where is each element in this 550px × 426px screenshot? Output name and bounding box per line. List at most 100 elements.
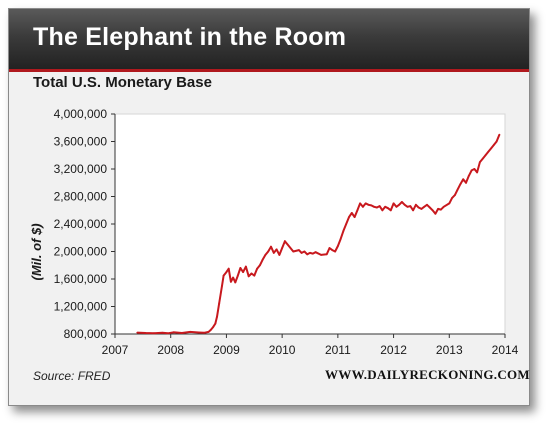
y-tick-label: 3,600,000 (54, 135, 108, 149)
series-data-point (364, 202, 367, 205)
series-data-point (214, 322, 217, 325)
series-data-point (412, 209, 414, 212)
series-data-point (420, 208, 423, 210)
series-data-point (359, 202, 361, 205)
monetary-base-series-points (136, 133, 501, 335)
series-data-point (459, 183, 462, 186)
y-axis-label: (Mil. of $) (29, 223, 44, 280)
series-data-point (389, 209, 392, 212)
series-data-point (181, 332, 183, 334)
series-data-point (406, 205, 409, 208)
series-data-point (227, 267, 230, 270)
series-data-point (298, 249, 300, 252)
series-data-point (479, 161, 481, 164)
series-data-point (218, 302, 221, 304)
series-data-point (284, 240, 286, 243)
series-data-point (221, 285, 223, 287)
series-data-point (314, 251, 317, 254)
series-data-point (356, 209, 359, 212)
series-data-point (144, 332, 147, 334)
series-data-point (209, 329, 212, 331)
series-data-point (417, 206, 420, 209)
series-data-point (136, 331, 139, 334)
source-note: Source: FRED (33, 369, 111, 383)
series-data-point (490, 147, 492, 150)
series-data-point (342, 230, 345, 232)
series-data-point (203, 331, 206, 334)
series-data-point (234, 281, 237, 284)
series-data-point (306, 253, 309, 256)
series-data-point (247, 275, 250, 278)
series-data-point (161, 331, 164, 334)
y-axis-ticks: 800,000 1,200,000 1,600,000 2,000,000 2,400,… (54, 107, 115, 341)
series-data-point (415, 203, 417, 206)
series-data-point (473, 168, 476, 170)
series-data-point (197, 331, 200, 334)
y-tick-label: 4,000,000 (54, 107, 108, 121)
series-data-point (253, 274, 256, 277)
series-data-point (362, 205, 364, 208)
series-data-point (387, 207, 389, 210)
series-data-point (300, 252, 303, 254)
y-tick-label: 800,000 (64, 327, 108, 341)
x-tick-label: 2012 (380, 343, 407, 357)
series-data-point (395, 205, 398, 208)
series-data-point (272, 252, 275, 254)
series-data-point (345, 223, 348, 225)
series-data-point (270, 245, 272, 248)
series-data-point (493, 144, 495, 146)
series-data-point (467, 175, 470, 177)
series-data-point (264, 254, 267, 256)
series-data-point (350, 212, 353, 214)
plot-area (114, 113, 506, 335)
series-data-point (454, 194, 456, 197)
y-tick-label: 3,200,000 (54, 162, 108, 176)
series-data-point (225, 271, 228, 273)
series-data-point (462, 178, 465, 181)
y-tick-label: 1,200,000 (54, 300, 108, 314)
series-data-point (431, 209, 434, 212)
series-data-point (239, 267, 242, 269)
x-tick-label: 2007 (102, 343, 129, 357)
series-data-point (286, 243, 289, 246)
series-data-point (337, 245, 339, 247)
y-tick-label: 1,600,000 (54, 272, 108, 286)
series-data-point (334, 250, 336, 253)
series-data-point (281, 247, 283, 250)
series-data-point (236, 275, 239, 278)
x-tick-label: 2014 (492, 343, 519, 357)
series-data-point (256, 267, 258, 270)
series-data-point (348, 216, 350, 219)
series-data-point (487, 150, 490, 153)
series-data-point (331, 249, 334, 252)
series-data-point (153, 332, 155, 335)
series-data-point (189, 331, 192, 333)
series-data-point (423, 205, 426, 208)
series-data-point (278, 254, 281, 256)
x-tick-label: 2009 (213, 343, 240, 357)
series-data-point (440, 208, 442, 211)
series-data-point (245, 265, 247, 268)
y-tick-label: 2,800,000 (54, 190, 108, 204)
series-data-point (465, 181, 467, 184)
series-data-point (353, 216, 356, 219)
chart-header-banner: The Elephant in the Room (9, 9, 529, 72)
series-data-point (370, 204, 373, 207)
series-data-point (401, 201, 403, 203)
series-data-point (398, 203, 400, 206)
series-data-point (259, 264, 261, 267)
y-tick-label: 2,400,000 (54, 217, 108, 231)
series-data-point (392, 202, 395, 205)
series-data-point (378, 205, 381, 208)
series-data-point (172, 331, 175, 334)
series-data-point (339, 238, 342, 241)
x-tick-label: 2010 (269, 343, 296, 357)
series-data-point (403, 203, 406, 206)
series-data-point (381, 209, 384, 212)
series-data-point (470, 169, 473, 172)
x-tick-label: 2013 (436, 343, 463, 357)
series-data-point (222, 274, 225, 277)
series-data-point (242, 271, 245, 273)
y-tick-label: 2,000,000 (54, 245, 108, 259)
